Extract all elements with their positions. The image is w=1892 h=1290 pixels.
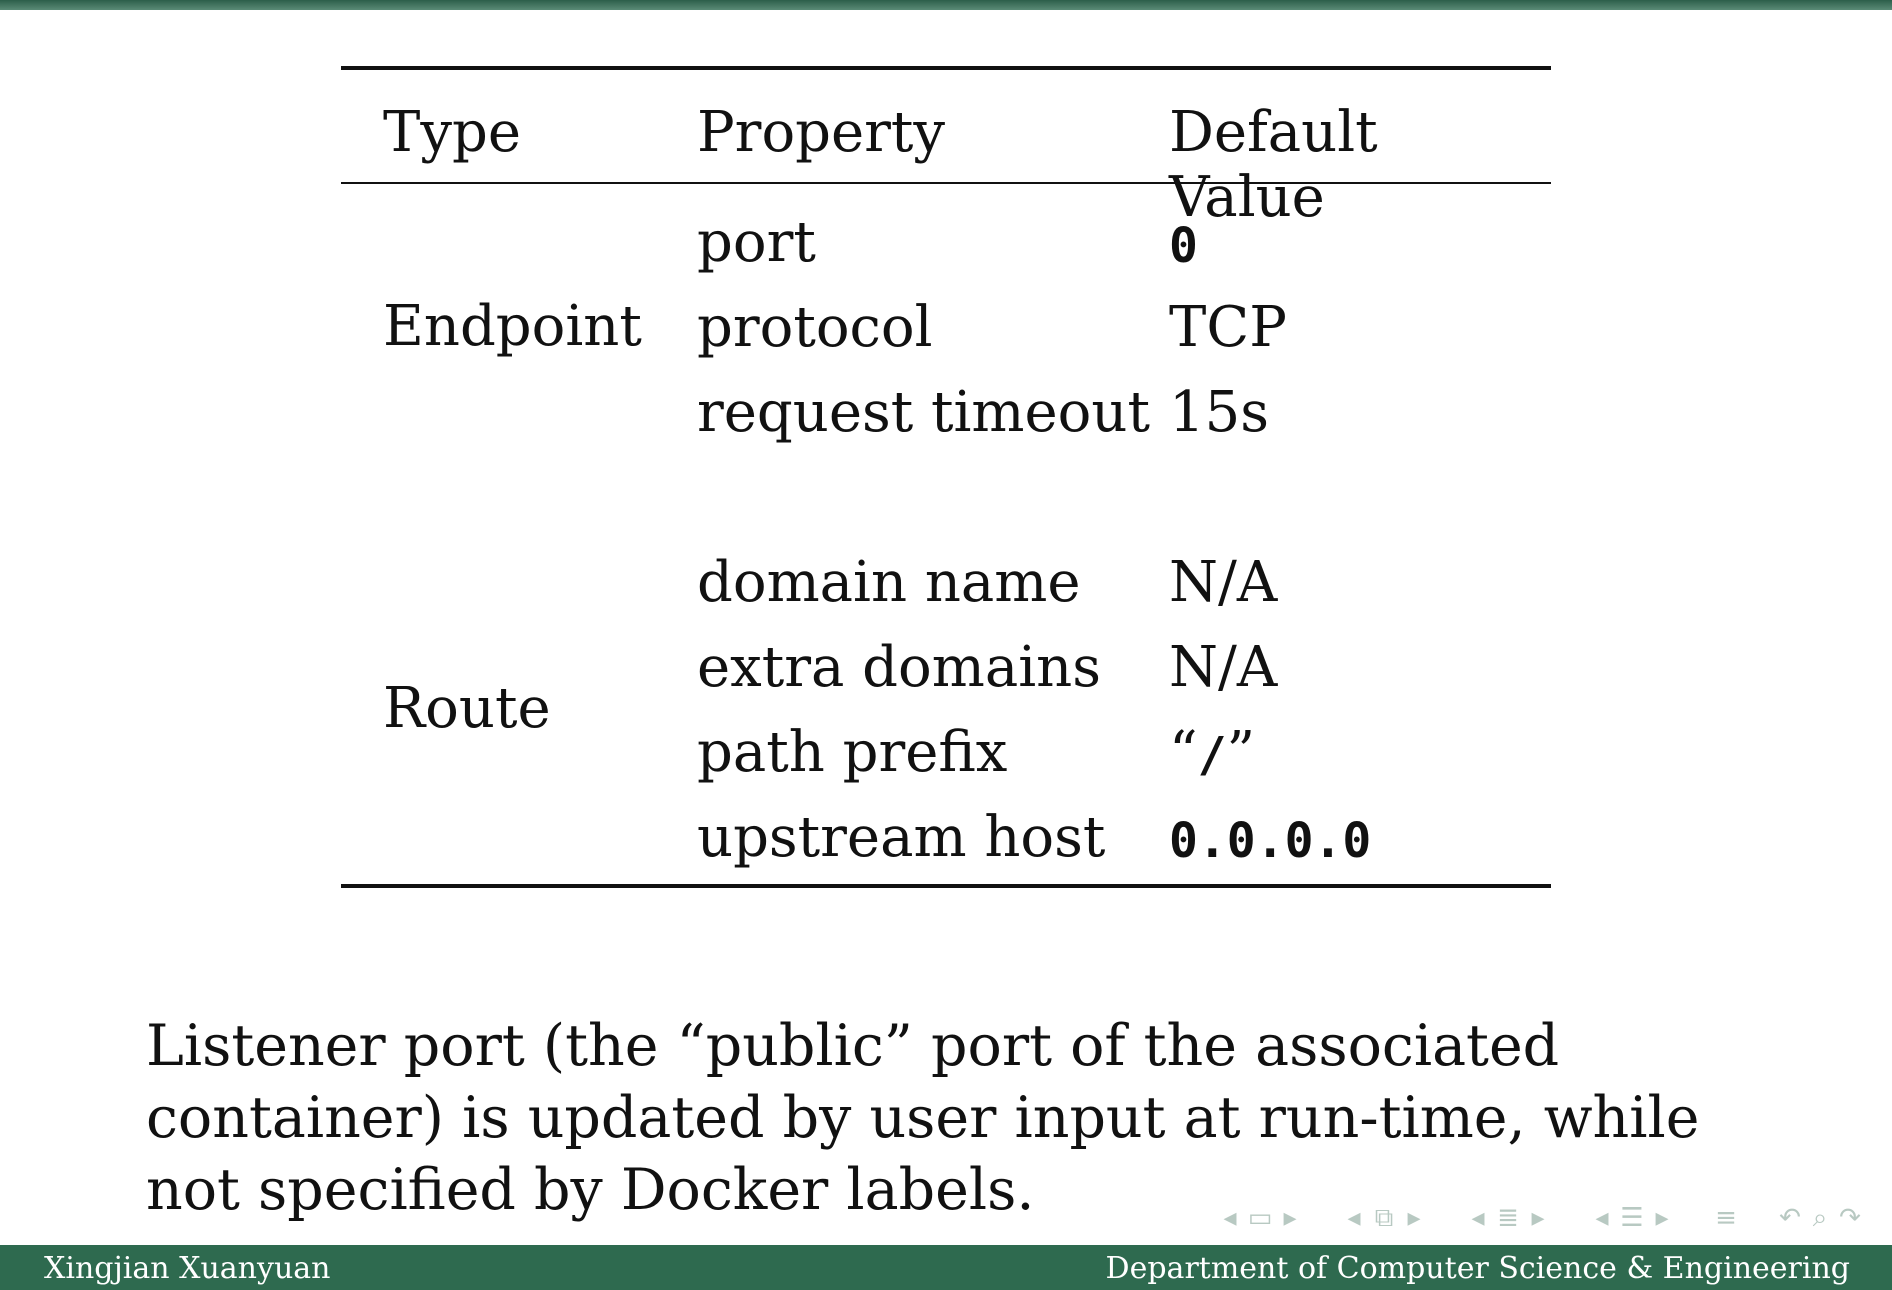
- presentation-icon[interactable]: ☰: [1620, 1203, 1644, 1233]
- open-quote: “: [1169, 720, 1198, 785]
- nav-right-arrow-icon[interactable]: ▸: [1283, 1203, 1297, 1233]
- table-row: request timeout 15s: [341, 368, 1551, 453]
- section-icon[interactable]: ≣: [1497, 1203, 1519, 1233]
- close-quote: ”: [1226, 720, 1256, 785]
- type-route: Route: [383, 676, 551, 741]
- caption-text: Listener port (the “public” port of the …: [146, 1013, 1700, 1223]
- nav-right-arrow-icon[interactable]: ▸: [1407, 1203, 1421, 1233]
- table-body: Endpoint port 0 protocol TCP request tim…: [341, 184, 1551, 878]
- table-row: protocol TCP: [341, 283, 1551, 368]
- nav-left-arrow-icon[interactable]: ◂: [1223, 1203, 1237, 1233]
- type-endpoint: Endpoint: [383, 294, 642, 359]
- frame-icon[interactable]: ▭: [1247, 1203, 1273, 1233]
- footer-author: Xingjian Xuanyuan: [44, 1251, 331, 1286]
- table-row: domain name N/A: [341, 538, 1551, 623]
- redo-icon[interactable]: ↷: [1839, 1203, 1861, 1233]
- header-type: Type: [383, 100, 521, 165]
- table-bottom-rule: [341, 884, 1551, 888]
- table-row: extra domains N/A: [341, 623, 1551, 708]
- align-icon[interactable]: ≡: [1715, 1203, 1737, 1233]
- properties-table: Type Property Default Value Endpoint por…: [341, 66, 1551, 888]
- path-slash: /: [1197, 727, 1227, 783]
- group-route: Route domain name N/A extra domains N/A …: [341, 538, 1551, 878]
- footer-department: Department of Computer Science & Enginee…: [1105, 1251, 1850, 1286]
- beamer-navigation: ◂ ▭ ▸ ◂ ⧉ ▸ ◂ ≣ ▸ ◂ ☰ ▸ ≡ ↶ ⌕ ↷: [1215, 1201, 1865, 1235]
- header-default-value: Default Value: [1169, 100, 1378, 230]
- property-cell: protocol: [697, 295, 933, 360]
- property-cell: request timeout: [697, 380, 1150, 445]
- table-row: upstream host 0.0.0.0: [341, 793, 1551, 878]
- footer-bar: Xingjian Xuanyuan Department of Computer…: [0, 1245, 1892, 1290]
- undo-icon[interactable]: ↶: [1779, 1203, 1801, 1233]
- table-header-row: Type Property Default Value: [341, 70, 1551, 230]
- nav-left-arrow-icon[interactable]: ◂: [1347, 1203, 1361, 1233]
- property-cell: port: [697, 210, 816, 275]
- value-cell: 0.0.0.0: [1169, 813, 1372, 869]
- nav-right-arrow-icon[interactable]: ▸: [1655, 1203, 1669, 1233]
- value-cell: TCP: [1169, 295, 1287, 360]
- nav-left-arrow-icon[interactable]: ◂: [1595, 1203, 1609, 1233]
- property-cell: path prefix: [697, 720, 1008, 785]
- value-cell: N/A: [1169, 550, 1278, 615]
- group-endpoint: Endpoint port 0 protocol TCP request tim…: [341, 198, 1551, 453]
- search-icon[interactable]: ⌕: [1812, 1202, 1828, 1233]
- subsection-icon[interactable]: ⧉: [1374, 1202, 1394, 1233]
- property-cell: extra domains: [697, 635, 1101, 700]
- header-property: Property: [697, 100, 946, 165]
- table-top-rule: [341, 66, 1551, 70]
- top-accent-bar: [0, 0, 1892, 10]
- nav-left-arrow-icon[interactable]: ◂: [1471, 1203, 1485, 1233]
- value-cell: 0: [1169, 218, 1198, 274]
- table-row: port 0: [341, 198, 1551, 283]
- table-header-rule: [341, 182, 1551, 184]
- value-cell: “/”: [1169, 720, 1255, 785]
- property-cell: upstream host: [697, 805, 1106, 870]
- value-cell: N/A: [1169, 635, 1278, 700]
- table-row: path prefix “/”: [341, 708, 1551, 793]
- nav-right-arrow-icon[interactable]: ▸: [1531, 1203, 1545, 1233]
- property-cell: domain name: [697, 550, 1081, 615]
- value-cell: 15s: [1169, 380, 1269, 445]
